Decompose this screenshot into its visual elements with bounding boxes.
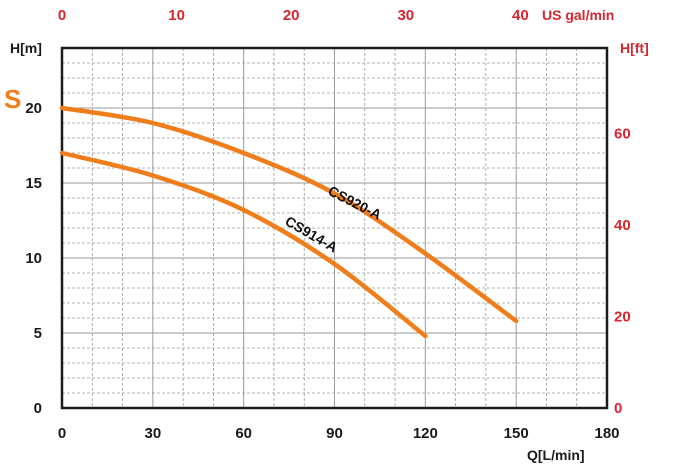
x-tick-label: 60: [235, 425, 252, 442]
tick-layer: 0 30 60 90 120 150 180 0 5 10 15 20 0 10 20 30 40 0 20 40 60: [25, 7, 630, 442]
x-axis-title: Q[L/min]: [527, 447, 585, 463]
series-line-cs914-a: [59, 150, 428, 339]
y-tick-label: 15: [25, 175, 42, 192]
series-layer: [59, 105, 519, 339]
grid: [61, 47, 608, 409]
top-tick-label: 0: [58, 7, 66, 24]
top-tick-label: 40: [512, 7, 529, 24]
x-tick-label: 0: [58, 425, 66, 442]
right-tick-label: 0: [614, 400, 622, 417]
x-tick-label: 150: [504, 425, 529, 442]
right-tick-label: 60: [614, 126, 631, 143]
series-line-cs920-a: [59, 105, 519, 324]
x-tick-label: 90: [326, 425, 343, 442]
plot-frame: [60, 46, 609, 410]
x-tick-label: 30: [144, 425, 161, 442]
right-tick-label: 20: [614, 309, 631, 326]
y-tick-label: 5: [34, 325, 42, 342]
x-tick-label: 180: [594, 425, 619, 442]
secondary-x-axis-title: US gal/min: [542, 7, 614, 23]
secondary-y-axis-title: H[ft]: [620, 40, 649, 56]
top-tick-label: 20: [283, 7, 300, 24]
top-tick-label: 10: [168, 7, 185, 24]
y-tick-label: 20: [25, 100, 42, 117]
top-tick-label: 30: [397, 7, 414, 24]
x-tick-label: 120: [413, 425, 438, 442]
y-tick-label: 10: [25, 250, 42, 267]
right-tick-label: 40: [614, 217, 631, 234]
y-axis-title: H[m]: [10, 40, 42, 56]
brand-fragment: S: [4, 84, 21, 114]
y-tick-label: 0: [34, 400, 42, 417]
